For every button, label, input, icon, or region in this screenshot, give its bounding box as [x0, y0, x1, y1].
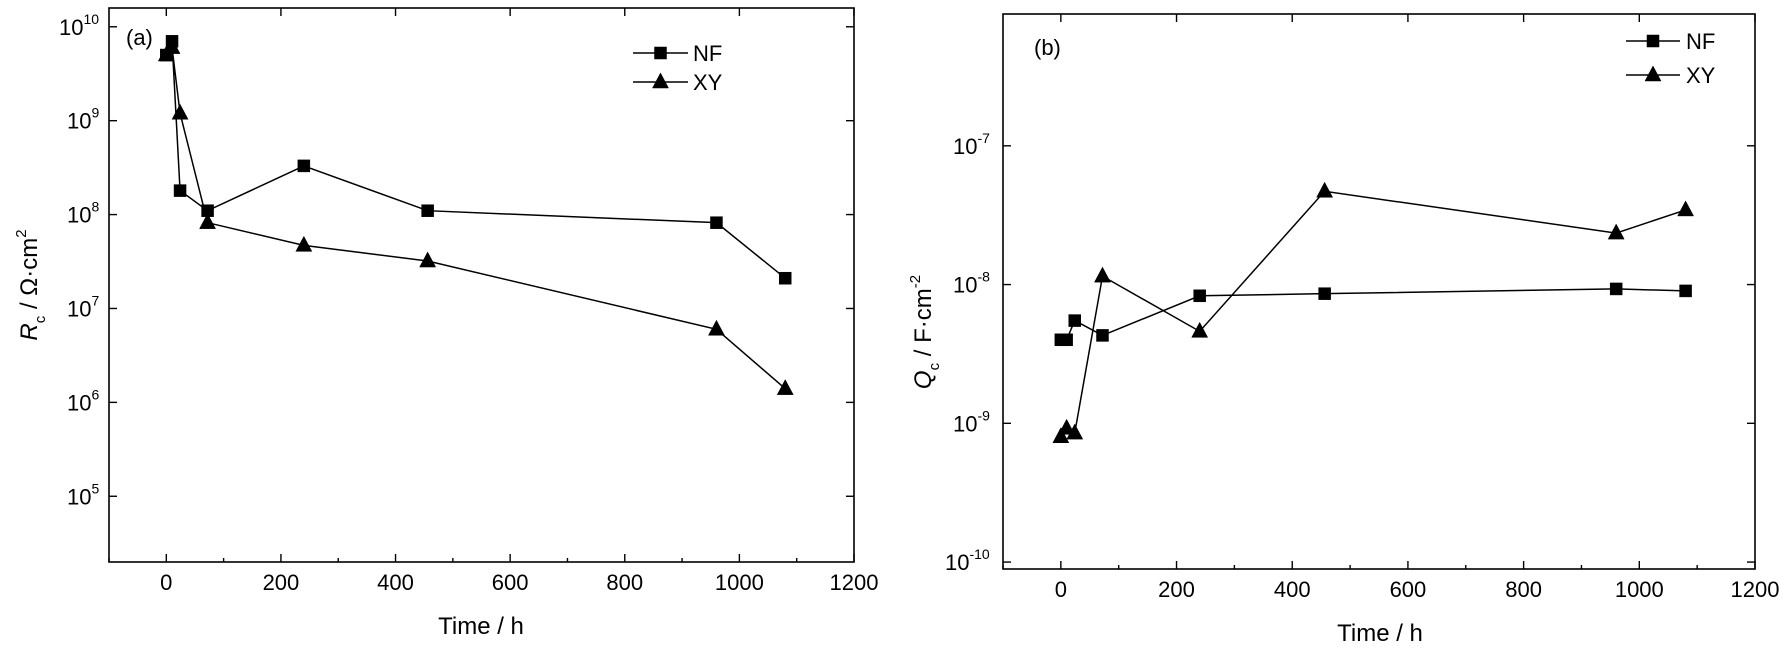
data-point-xy-a: [199, 213, 216, 229]
x-tick-label-b: 1200: [1731, 577, 1780, 602]
x-tick-label-a: 600: [492, 570, 529, 595]
y-axis-label-a: Rc / Ω·cm2: [13, 229, 49, 340]
x-tick-label-a: 0: [160, 570, 172, 595]
svg-text:Qc / F·cm-2: Qc / F·cm-2: [907, 275, 943, 389]
x-tick-label-b: 800: [1505, 577, 1542, 602]
data-point-nf-b: [1609, 282, 1623, 296]
data-point-nf-a: [778, 271, 792, 285]
data-point-xy-b: [1191, 321, 1209, 338]
x-axis-label-a: Time / h: [438, 613, 524, 640]
legend-label-xy-a: XY: [693, 70, 723, 95]
x-tick-label-a: 200: [263, 570, 300, 595]
data-point-nf-b: [1096, 329, 1109, 342]
data-point-xy-a: [708, 319, 725, 336]
y-tick-label-b: 10-8: [953, 269, 990, 298]
legend-marker-xy-b: [1644, 65, 1662, 82]
series-line-xy-a: [165, 45, 786, 390]
y-tick-label-a: 106: [67, 386, 99, 415]
x-tick-label-b: 0: [1055, 577, 1067, 602]
data-point-xy-a: [776, 379, 794, 395]
panel-label-a: (a): [126, 25, 153, 50]
y-axis-symbol-b: Q: [910, 370, 937, 389]
data-point-xy-a: [419, 251, 437, 268]
data-point-xy-b: [1677, 200, 1695, 217]
data-point-nf-a: [297, 159, 311, 173]
x-tick-label-b: 200: [1158, 577, 1195, 602]
data-point-xy-b: [1058, 418, 1076, 435]
chart-panel-b: (b) Time / h Qc / F·cm-2 0 200 400 600 800 10…: [907, 13, 1780, 647]
y-tick-label-a: 108: [67, 199, 99, 228]
y-tick-label-a: 1010: [59, 11, 99, 40]
data-point-nf-a: [710, 216, 723, 229]
legend-label-xy-b: XY: [1686, 63, 1716, 88]
data-point-xy-b: [1094, 266, 1111, 283]
x-tick-label-a: 1200: [830, 570, 879, 595]
data-point-xy-a: [171, 103, 189, 120]
y-axis-unit-sup-a: 2: [13, 229, 30, 237]
data-point-nf-a: [421, 204, 434, 217]
x-tick-label-a: 400: [377, 570, 414, 595]
data-point-nf-b: [1068, 314, 1081, 327]
panel-label-b: (b): [1034, 35, 1061, 60]
legend-marker-nf-b: [1646, 34, 1660, 48]
y-tick-label-a: 105: [67, 480, 99, 509]
svg-text:Rc / Ω·cm2: Rc / Ω·cm2: [13, 229, 49, 340]
x-tick-label-a: 1000: [715, 570, 764, 595]
x-tick-label-a: 800: [606, 570, 643, 595]
y-tick-label-b: 10-9: [953, 407, 990, 436]
x-tick-label-b: 600: [1390, 577, 1427, 602]
legend-marker-xy-a: [652, 72, 669, 89]
x-axis-label-b: Time / h: [1337, 620, 1423, 647]
plot-frame-b: [1002, 13, 1756, 570]
data-point-xy-b: [1066, 423, 1084, 440]
data-point-xy-a: [163, 38, 181, 54]
legend-marker-nf-a: [654, 46, 667, 60]
data-point-nf-b: [1193, 289, 1206, 303]
y-tick-label-a: 109: [67, 105, 99, 134]
y-axis-unit-a: / Ω·cm: [16, 238, 43, 316]
y-axis-subscript-b: c: [926, 362, 943, 370]
data-point-xy-b: [1607, 223, 1625, 240]
data-point-nf-b: [1318, 287, 1331, 300]
series-line-nf-b: [1060, 288, 1686, 341]
data-point-xy-b: [1316, 181, 1334, 198]
y-axis-unit-b: / F·cm: [910, 288, 937, 363]
legend-label-nf-b: NF: [1686, 29, 1715, 54]
plot-frame-a: [108, 7, 855, 563]
x-tick-label-b: 1000: [1615, 577, 1664, 602]
series-line-nf-a: [165, 41, 786, 279]
y-tick-label-b: 10-7: [953, 130, 990, 159]
y-axis-symbol-a: R: [16, 323, 43, 340]
y-tick-label-b: 10-10: [945, 546, 990, 575]
y-axis-unit-sup-b: -2: [907, 275, 924, 288]
data-point-nf-a: [173, 184, 187, 197]
legend-label-nf-a: NF: [693, 41, 722, 66]
y-axis-subscript-a: c: [32, 315, 49, 323]
chart-panel-a: (a) Time / h Rc / Ω·cm2 0 200 400 600 800 100…: [13, 7, 879, 640]
data-point-xy-b: [1052, 427, 1070, 444]
x-tick-label-b: 400: [1274, 577, 1311, 602]
data-point-nf-b: [1679, 284, 1692, 298]
data-point-xy-a: [295, 235, 313, 252]
data-point-nf-b: [1060, 333, 1073, 347]
y-tick-label-a: 107: [67, 292, 99, 321]
y-axis-label-b: Qc / F·cm-2: [907, 275, 943, 389]
